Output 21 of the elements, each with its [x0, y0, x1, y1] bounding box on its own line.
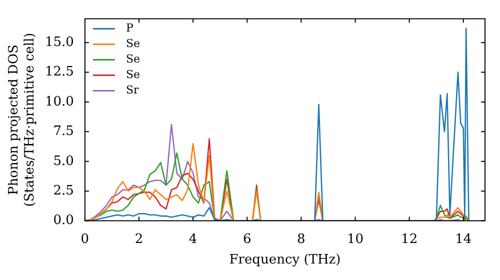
- x-axis-title: Frequency (THz): [229, 252, 341, 268]
- legend-label: Se: [126, 68, 140, 82]
- y-tick-label: 2.5: [53, 183, 74, 198]
- x-tick-label: 14: [455, 232, 472, 247]
- y-tick-label: 5.0: [53, 154, 74, 169]
- x-tick-label: 0: [80, 232, 90, 247]
- y-tick-label: 7.5: [53, 124, 74, 140]
- legend-label: Se: [126, 52, 140, 66]
- x-tick-label: 10: [346, 232, 364, 247]
- x-tick-label: 8: [297, 232, 306, 247]
- x-tick-label: 2: [134, 232, 144, 247]
- legend-label: P: [126, 22, 134, 35]
- y-tick-label: 15.0: [44, 34, 74, 50]
- y-tick-label: 10.0: [44, 94, 74, 110]
- y-tick-label: 12.5: [44, 64, 74, 80]
- legend-label: Sr: [126, 84, 140, 97]
- legend-label: Se: [126, 37, 140, 50]
- x-tick-label: 4: [188, 232, 198, 247]
- x-tick-label: 6: [242, 232, 252, 247]
- x-tick-label: 12: [401, 232, 418, 247]
- y-tick-label: 0.0: [53, 213, 74, 228]
